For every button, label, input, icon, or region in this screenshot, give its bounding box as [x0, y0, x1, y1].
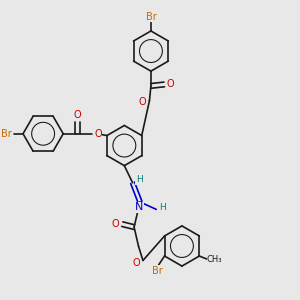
Text: O: O [94, 129, 102, 139]
Text: O: O [167, 79, 175, 89]
Text: O: O [112, 219, 120, 229]
Text: H: H [136, 175, 142, 184]
Text: Br: Br [146, 12, 156, 22]
Text: O: O [74, 110, 81, 120]
Text: O: O [138, 97, 146, 107]
Text: O: O [133, 258, 140, 268]
Text: Br: Br [2, 129, 12, 139]
Text: Br: Br [152, 266, 163, 276]
Text: H: H [159, 203, 166, 212]
Text: CH₃: CH₃ [207, 255, 222, 264]
Text: N: N [135, 202, 144, 212]
